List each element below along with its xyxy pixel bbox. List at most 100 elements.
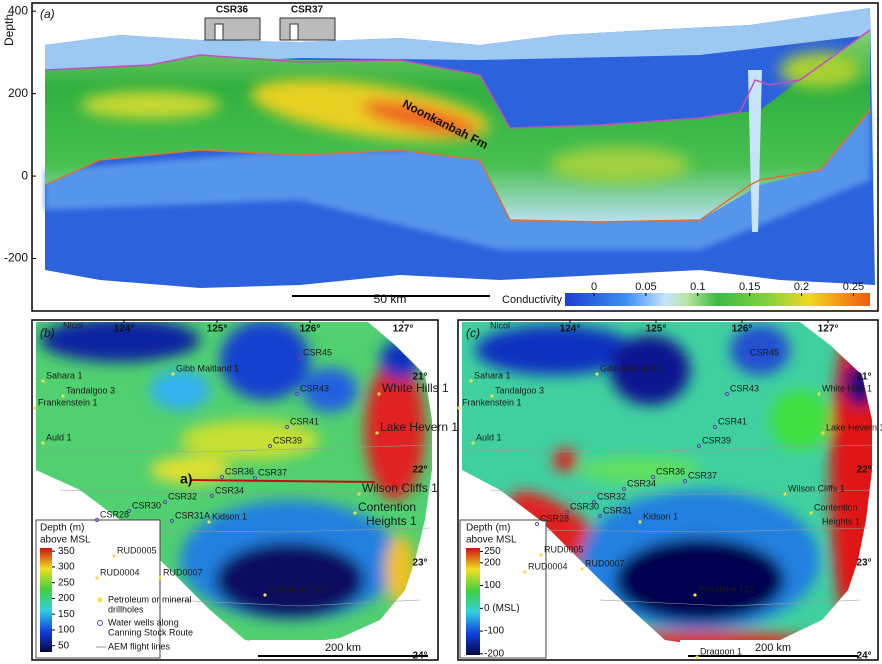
colorbar-tick-label: 0.25	[843, 281, 864, 293]
place-symbol	[284, 424, 290, 430]
legend-box	[35, 519, 161, 659]
lat-tick-label: 24°	[412, 651, 427, 662]
place-label: RUD0004	[528, 561, 568, 571]
place-symbol	[377, 392, 381, 396]
lon-tick-label: 125°	[646, 324, 667, 335]
place-symbol	[591, 499, 597, 505]
place-label: Sahara 1	[474, 370, 511, 380]
place-label: Frankenstein 1	[38, 397, 98, 407]
colorbar-tick-label: 350	[58, 546, 75, 557]
place-symbol	[375, 431, 379, 435]
place-symbol	[621, 486, 627, 492]
scale-bg	[250, 640, 434, 658]
place-symbol	[693, 593, 697, 597]
place-symbol	[95, 576, 99, 580]
colorbar-tick-label: 0 (MSL)	[484, 603, 520, 614]
colorbar-tick-label: 150	[58, 609, 75, 620]
place-label: CSR28	[100, 509, 129, 519]
place-label: CSR37	[688, 470, 717, 480]
place-symbol	[207, 520, 211, 524]
legend-title: above MSL	[40, 535, 91, 546]
colorbar-tick-label: 0.2	[794, 281, 809, 293]
colorbar-tick-label: -200	[484, 649, 504, 660]
lon-tick-label: 124°	[560, 324, 581, 335]
lon-tick-label: 127°	[393, 324, 414, 335]
y-tick-label: -200	[4, 251, 28, 265]
colorbar-tick-label: 250	[58, 577, 75, 588]
colorbar-title: Conductivity	[502, 294, 562, 306]
place-label: CSR39	[702, 435, 731, 445]
scale-bar-label: 200 km	[325, 642, 361, 654]
place-symbol	[162, 499, 168, 505]
colorbar	[565, 293, 870, 306]
panel-label: (a)	[40, 7, 55, 21]
place-symbol	[126, 508, 132, 514]
place-symbol	[539, 553, 543, 557]
scale-bar-label: 200 km	[755, 642, 791, 654]
place-symbol	[263, 593, 267, 597]
lat-tick-label: 24°	[856, 651, 871, 662]
place-label: RUD0007	[163, 567, 203, 577]
lat-tick-label: 22°	[412, 465, 427, 476]
place-label: Gibb Maitland 1	[600, 363, 663, 373]
colorbar-tick-label: 250	[484, 546, 501, 557]
place-label: Nicol	[63, 320, 83, 330]
place-label: CSR30	[570, 501, 599, 511]
place-label: CSR43	[300, 383, 329, 393]
place-label: Wilson Cliffs 1	[362, 481, 438, 495]
place-symbol	[817, 392, 821, 396]
place-label: Auld 1	[46, 432, 72, 442]
lon-tick-label: 124°	[114, 324, 135, 335]
lat-tick-label: 21°	[856, 372, 871, 383]
place-label: White Hills 1	[822, 383, 872, 393]
place-label: CSR36	[656, 466, 685, 476]
legend-symbol	[97, 620, 103, 626]
legend-item: Water wells along	[108, 617, 179, 627]
place-label: White Hills 1	[382, 381, 449, 395]
legend-symbol	[97, 597, 103, 603]
legend-title: Depth (m)	[466, 523, 510, 534]
colorbar	[40, 548, 52, 652]
colorbar-tick-label: 200	[484, 557, 501, 568]
colorbar-tick-label: 0	[591, 281, 597, 293]
scale-bg	[680, 640, 872, 658]
colorbar-tick-label: 100	[58, 625, 75, 636]
place-label: Kidson 1	[212, 511, 247, 521]
place-label: Sahara 1	[46, 370, 83, 380]
place-label: Petrolene 1&2	[698, 584, 755, 594]
place-symbol	[534, 521, 540, 527]
colorbar	[466, 548, 480, 655]
place-label: CSR36	[225, 466, 254, 476]
place-symbol	[712, 424, 718, 430]
place-symbol	[219, 474, 225, 480]
place-symbol	[564, 509, 570, 515]
place-label: Petrolene 1&2	[268, 584, 325, 594]
place-symbol	[682, 478, 688, 484]
place-symbol	[638, 520, 642, 524]
place-symbol	[469, 379, 473, 383]
panel-label: (c)	[466, 326, 480, 340]
place-symbol	[595, 372, 599, 376]
place-symbol	[94, 517, 100, 523]
place-symbol	[696, 443, 702, 449]
place-symbol	[580, 567, 584, 571]
panel-label: (b)	[40, 326, 55, 340]
place-label: Tandalgoo 3	[66, 385, 115, 395]
map-image	[36, 322, 432, 645]
place-symbol	[252, 475, 258, 481]
place-label: Auld 1	[476, 432, 502, 442]
colorbar-tick-label: 200	[58, 593, 75, 604]
lat-tick-label: 22°	[856, 465, 871, 476]
colorbar-tick-label: 50	[58, 640, 70, 651]
place-symbol	[353, 511, 357, 515]
place-label: Gibb Maitland 1	[176, 363, 239, 373]
place-label: Contention	[814, 502, 858, 512]
place-symbol	[112, 554, 116, 558]
colorbar-tick-label: 100	[484, 580, 501, 591]
place-symbol	[33, 406, 37, 410]
place-symbol	[744, 355, 750, 361]
place-symbol	[171, 372, 175, 376]
place-label: Tandalgoo 3	[495, 385, 544, 395]
place-symbol	[471, 441, 475, 445]
place-label: Heights 1	[822, 516, 860, 526]
